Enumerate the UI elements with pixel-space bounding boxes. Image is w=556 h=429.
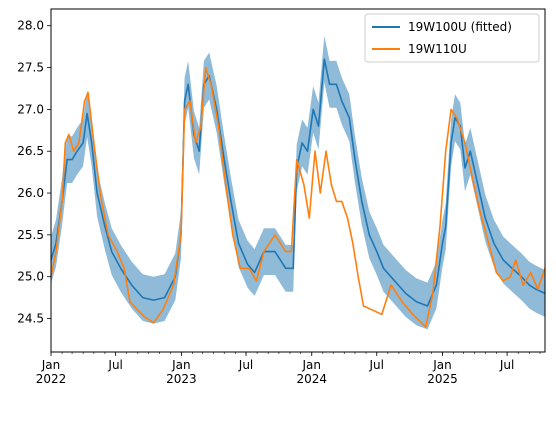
legend-label-19w100u: 19W100U (fitted) (408, 20, 512, 34)
y-tick-label: 26.0 (17, 186, 44, 200)
legend: 19W100U (fitted) 19W110U (364, 13, 540, 63)
x-tick-year-label: 2024 (296, 372, 327, 386)
x-tick-label: Jul (369, 358, 384, 372)
x-tick-label: Jan (432, 358, 452, 372)
x-tick-year-label: 2022 (36, 372, 67, 386)
series-line-19w110u (50, 66, 546, 328)
x-tick-label: Jan (171, 358, 191, 372)
legend-label-19w110u: 19W110U (408, 42, 467, 56)
y-tick-label: 27.5 (17, 61, 44, 75)
x-tick-year-label: 2025 (427, 372, 458, 386)
axes-frame (50, 8, 546, 353)
plot-area (50, 35, 546, 330)
x-tick-label: Jul (499, 358, 514, 372)
y-tick-label: 27.0 (17, 102, 44, 116)
y-tick-label: 28.0 (17, 19, 44, 33)
y-tick-label: 25.5 (17, 228, 44, 242)
x-tick-label: Jan (302, 358, 322, 372)
x-tick-label: Jan (41, 358, 61, 372)
x-tick-label: Jul (107, 358, 122, 372)
legend-box (364, 13, 540, 63)
confidence-band-19w100u-fitted (51, 35, 545, 330)
x-tick-year-label: 2023 (166, 372, 197, 386)
y-axis: 24.5 25.0 25.5 26.0 26.5 27.0 27.5 28.0 (17, 19, 51, 326)
y-tick-label: 24.5 (17, 312, 44, 326)
y-tick-label: 26.5 (17, 144, 44, 158)
x-tick-label: Jul (238, 358, 253, 372)
y-tick-label: 25.0 (17, 270, 44, 284)
